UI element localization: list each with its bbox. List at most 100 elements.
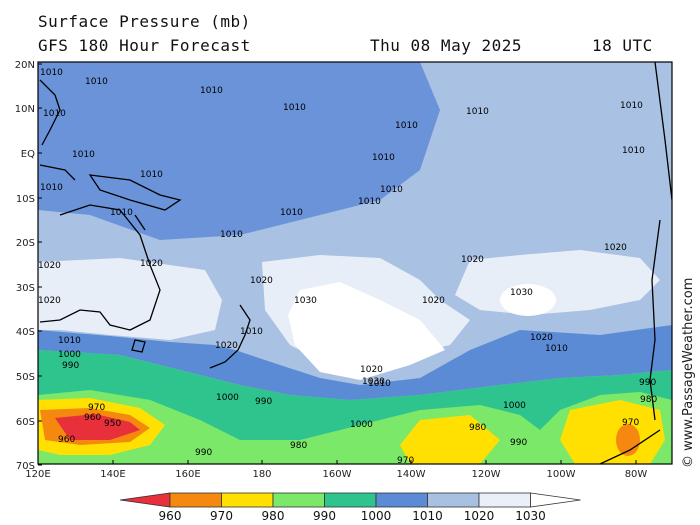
- latitude-labels: 20N 10N EQ 10S 20S 30S 40S 50S 60S 70S: [15, 60, 42, 472]
- isobar-label: 1010: [72, 150, 95, 160]
- isobar-label: 1020: [530, 333, 553, 343]
- isobar-label: 1020: [604, 243, 627, 253]
- isobar-label: 1030: [362, 377, 385, 387]
- longitude-label: 140W: [397, 469, 426, 480]
- isobar-label: 980: [290, 441, 307, 451]
- isobar-label: 1020: [422, 296, 445, 306]
- forecast-date: Thu 08 May 2025: [370, 36, 522, 55]
- latitude-label: 10S: [16, 194, 35, 205]
- latitude-label: 20S: [16, 238, 35, 249]
- latitude-label: 50S: [16, 372, 35, 383]
- isobar-label: 1010: [280, 208, 303, 218]
- longitude-labels: 120E 140E 160E 180 160W 140W 120W 100W 80W: [25, 460, 647, 480]
- longitude-label: 80W: [625, 469, 648, 480]
- isobar-label: 1030: [294, 296, 317, 306]
- watermark-text: © www.PassageWeather.com: [681, 278, 696, 468]
- isobar-label: 960: [58, 435, 75, 445]
- isobar-label: 1010: [43, 109, 66, 119]
- isobar-label: 1010: [220, 230, 243, 240]
- pressure-legend: 960 970 980 990 1000 1010 1020 1030: [119, 492, 581, 523]
- legend-swatch: [119, 492, 171, 508]
- latitude-label: 10N: [15, 104, 35, 115]
- isobar-label: 950: [104, 419, 121, 429]
- legend-swatch: [478, 492, 531, 508]
- isobar-label: 1010: [40, 68, 63, 78]
- isobar-label: 990: [510, 438, 527, 448]
- isobar-label: 1010: [358, 197, 381, 207]
- isobar-label: 1000: [58, 350, 81, 360]
- isobar-label: 980: [640, 395, 657, 405]
- isobar-label: 990: [639, 378, 656, 388]
- isobar-label: 1010: [58, 336, 81, 346]
- longitude-label: 120W: [472, 469, 501, 480]
- chart-title: Surface Pressure (mb): [38, 12, 251, 31]
- isobar-label: 980: [469, 423, 486, 433]
- legend-swatch: [530, 492, 581, 508]
- isobar-label: 1010: [372, 153, 395, 163]
- isobar-label: 1020: [360, 365, 383, 375]
- isobar-label: 1010: [140, 170, 163, 180]
- isobar-label: 970: [88, 403, 105, 413]
- legend-swatch: [272, 492, 325, 508]
- isobar-label: 970: [397, 456, 414, 466]
- longitude-label: 120E: [25, 469, 50, 480]
- isobar-label: 1020: [140, 259, 163, 269]
- watermark: © www.PassageWeather.com: [681, 278, 696, 468]
- legend-label: 1000: [361, 509, 392, 523]
- legend-label: 990: [313, 509, 336, 523]
- isobar-label: 990: [195, 448, 212, 458]
- isobar-label: 1000: [503, 401, 526, 411]
- latitude-label: 70S: [16, 461, 35, 472]
- legend-swatch: [427, 492, 480, 508]
- isobar-label: 1020: [38, 296, 61, 306]
- isobar-label: 1020: [215, 341, 238, 351]
- isobar-label: 1020: [461, 255, 484, 265]
- legend-label: 1010: [412, 509, 443, 523]
- latitude-label: 20N: [15, 60, 35, 71]
- isobar-label: 1010: [240, 327, 263, 337]
- isobar-label: 1010: [368, 379, 391, 389]
- isobar-label: 1010: [620, 101, 643, 111]
- isobar-label: 1030: [510, 288, 533, 298]
- legend-label: 1030: [515, 509, 546, 523]
- longitude-label: 180: [252, 469, 271, 480]
- isobar-label: 1000: [350, 420, 373, 430]
- pressure-field: [38, 62, 672, 464]
- isobar-label: 990: [255, 397, 272, 407]
- isobar-label: 1010: [395, 121, 418, 131]
- legend-swatch: [324, 492, 377, 508]
- legend-swatch: [221, 492, 274, 508]
- isobar-label: 990: [62, 361, 79, 371]
- legend-label: 960: [159, 509, 182, 523]
- legend-label: 1020: [464, 509, 495, 523]
- latitude-label: EQ: [21, 149, 35, 160]
- legend-swatch: [375, 492, 428, 508]
- legend-label: 980: [262, 509, 285, 523]
- isobar-label: 1010: [545, 344, 568, 354]
- isobar-label: 1010: [466, 107, 489, 117]
- isobar-label: 1010: [85, 77, 108, 87]
- isobar-label: 1010: [622, 146, 645, 156]
- isobar-labels: 1010 1010 1010 1010 1010 1010 1010 1010 …: [38, 68, 657, 466]
- latitude-label: 40S: [16, 327, 35, 338]
- longitude-label: 160E: [175, 469, 200, 480]
- latitude-label: 60S: [16, 417, 35, 428]
- coastlines: [39, 62, 672, 464]
- forecast-time: 18 UTC: [592, 36, 653, 55]
- isobar-label: 1000: [216, 393, 239, 403]
- isobar-label: 960: [84, 413, 101, 423]
- isobar-label: 1010: [283, 103, 306, 113]
- isobar-label: 970: [622, 418, 639, 428]
- isobar-label: 1010: [110, 208, 133, 218]
- isobar-label: 1010: [380, 185, 403, 195]
- longitude-label: 160W: [323, 469, 352, 480]
- isobar-label: 1020: [38, 261, 61, 271]
- isobar-label: 1010: [200, 86, 223, 96]
- map-frame: [37, 61, 673, 465]
- legend-label: 970: [210, 509, 233, 523]
- longitude-label: 100W: [547, 469, 576, 480]
- legend-swatch: [169, 492, 222, 508]
- forecast-label: GFS 180 Hour Forecast: [38, 36, 251, 55]
- latitude-label: 30S: [16, 283, 35, 294]
